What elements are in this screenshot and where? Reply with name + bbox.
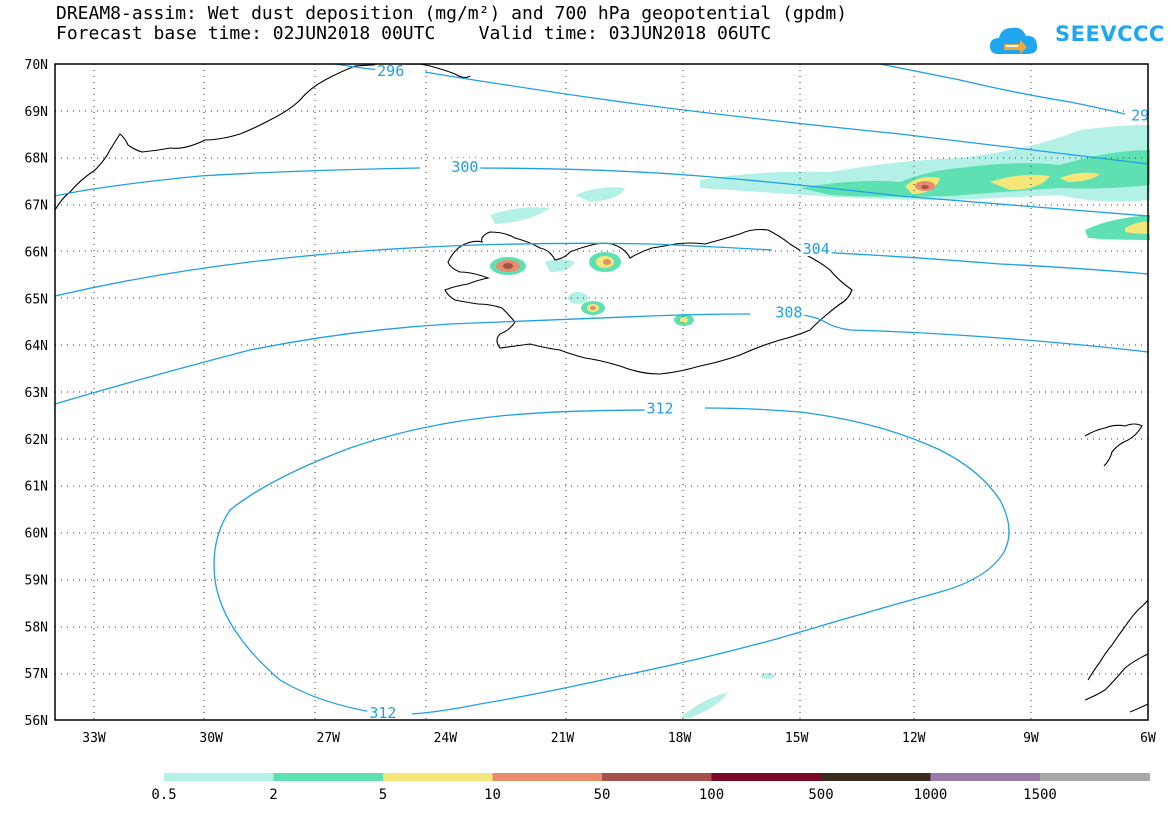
- dust-patch-1: [575, 187, 625, 202]
- lon-label: 27W: [317, 731, 341, 746]
- dust-patch-small: [761, 673, 775, 679]
- legend-label: 10: [484, 787, 501, 803]
- lat-label: 70N: [25, 58, 48, 73]
- dust-spot-westfjords-red: [503, 263, 513, 269]
- dust-spot-central-2-orange: [590, 306, 596, 310]
- contour-300: [54, 167, 1149, 217]
- contour-308: [54, 313, 1149, 405]
- contour-label: 296: [377, 62, 404, 80]
- legend-swatch: [711, 773, 822, 781]
- dust-plume-green: [800, 150, 1150, 197]
- dust-plume-east-yellow: [1125, 221, 1150, 234]
- legend-label: 1500: [1023, 787, 1057, 803]
- legend-swatch: [164, 773, 274, 781]
- dust-spot-north-orange: [603, 259, 611, 265]
- legend-swatch: [492, 773, 603, 781]
- graticule: [55, 64, 1148, 720]
- latitude-labels: 70N 69N 68N 67N 66N 65N 64N 63N 62N 61N 60N 59N 58N 5…: [25, 58, 48, 729]
- legend: 0.5 2 5 10 50 100 500 1000 1500: [151, 773, 1150, 803]
- contour-label-bg: [367, 703, 399, 720]
- lat-label: 57N: [25, 667, 48, 682]
- contour-label-bg: [644, 399, 676, 416]
- contour-label-bg: [800, 240, 832, 257]
- legend-label: 100: [699, 787, 724, 803]
- legend-swatch: [821, 773, 931, 781]
- contour-label: 308: [775, 303, 802, 321]
- legend-swatch: [1040, 773, 1150, 781]
- lat-label: 58N: [25, 620, 48, 635]
- legend-swatch: [273, 773, 384, 781]
- legend-label: 500: [808, 787, 833, 803]
- lat-label: 69N: [25, 105, 48, 120]
- lat-label: 67N: [25, 199, 48, 214]
- lon-label: 30W: [199, 731, 223, 746]
- lat-label: 61N: [25, 480, 48, 495]
- contour-labels: 296 29 300 304 308 312 312: [367, 62, 1152, 722]
- dust-patch-southeast: [680, 692, 728, 718]
- legend-label: 0.5: [151, 787, 176, 803]
- lat-label: 62N: [25, 433, 48, 448]
- chart-subtitle: Forecast base time: 02JUN2018 00UTC Vali…: [56, 23, 772, 44]
- faroe-shetland-coast: [1084, 423, 1143, 467]
- dust-deposition-shading: [490, 125, 1150, 718]
- contour-label-bg: [449, 158, 481, 175]
- contour-304: [54, 242, 1149, 297]
- lon-label: 12W: [902, 731, 926, 746]
- contour-296-east: [879, 63, 1126, 115]
- dust-plume-yellow-2: [1060, 172, 1100, 182]
- lat-label: 66N: [25, 245, 48, 260]
- contour-label-bg: [1129, 106, 1152, 123]
- legend-label: 50: [594, 787, 611, 803]
- legend-swatch: [602, 773, 712, 781]
- greenland-coast: [54, 63, 471, 211]
- lat-label: 64N: [25, 339, 48, 354]
- contour-312: [213, 407, 1010, 715]
- iceland-coast: [444, 228, 853, 375]
- dust-spot-south-1-yellow: [680, 317, 688, 323]
- legend-label: 5: [379, 787, 387, 803]
- dust-plume-yellow-1: [990, 174, 1050, 190]
- map-frame: [54, 63, 1149, 721]
- legend-swatch: [930, 773, 1041, 781]
- cloud-icon: [990, 27, 1038, 54]
- contour-label: 300: [451, 158, 478, 176]
- contour-label: 29: [1131, 107, 1149, 125]
- legend-label: 2: [269, 787, 277, 803]
- contour-label: 312: [369, 704, 396, 722]
- lat-label: 56N: [25, 714, 48, 729]
- legend-swatch: [383, 773, 493, 781]
- contour-label-bg: [375, 62, 407, 79]
- contour-label: 312: [647, 399, 674, 417]
- lon-label: 24W: [434, 731, 458, 746]
- longitude-labels: 33W 30W 27W 24W 21W 18W 15W 12W 9W 6W: [82, 731, 1156, 746]
- contour-296: [334, 63, 1149, 165]
- lon-label: 33W: [82, 731, 106, 746]
- lon-label: 6W: [1140, 731, 1156, 746]
- lon-label: 15W: [785, 731, 809, 746]
- logo-text: SEEVCCC: [1055, 22, 1165, 46]
- lon-label: 21W: [551, 731, 575, 746]
- dust-plume-east: [1085, 215, 1150, 240]
- lon-label: 18W: [668, 731, 692, 746]
- contour-label: 304: [803, 240, 830, 258]
- geopotential-contours: [54, 63, 1149, 715]
- chart-title: DREAM8-assim: Wet dust deposition (mg/m²…: [56, 3, 848, 24]
- dust-patch-3: [545, 259, 575, 272]
- dust-spot-red: [921, 185, 929, 189]
- lat-label: 65N: [25, 292, 48, 307]
- legend-label: 1000: [914, 787, 948, 803]
- lat-label: 60N: [25, 527, 48, 542]
- lat-label: 59N: [25, 573, 48, 588]
- lat-label: 68N: [25, 152, 48, 167]
- dust-patch-2: [490, 207, 550, 224]
- lat-label: 63N: [25, 386, 48, 401]
- lon-label: 9W: [1023, 731, 1039, 746]
- norway-scotland-coast: [1084, 599, 1149, 713]
- contour-label-bg: [773, 303, 805, 320]
